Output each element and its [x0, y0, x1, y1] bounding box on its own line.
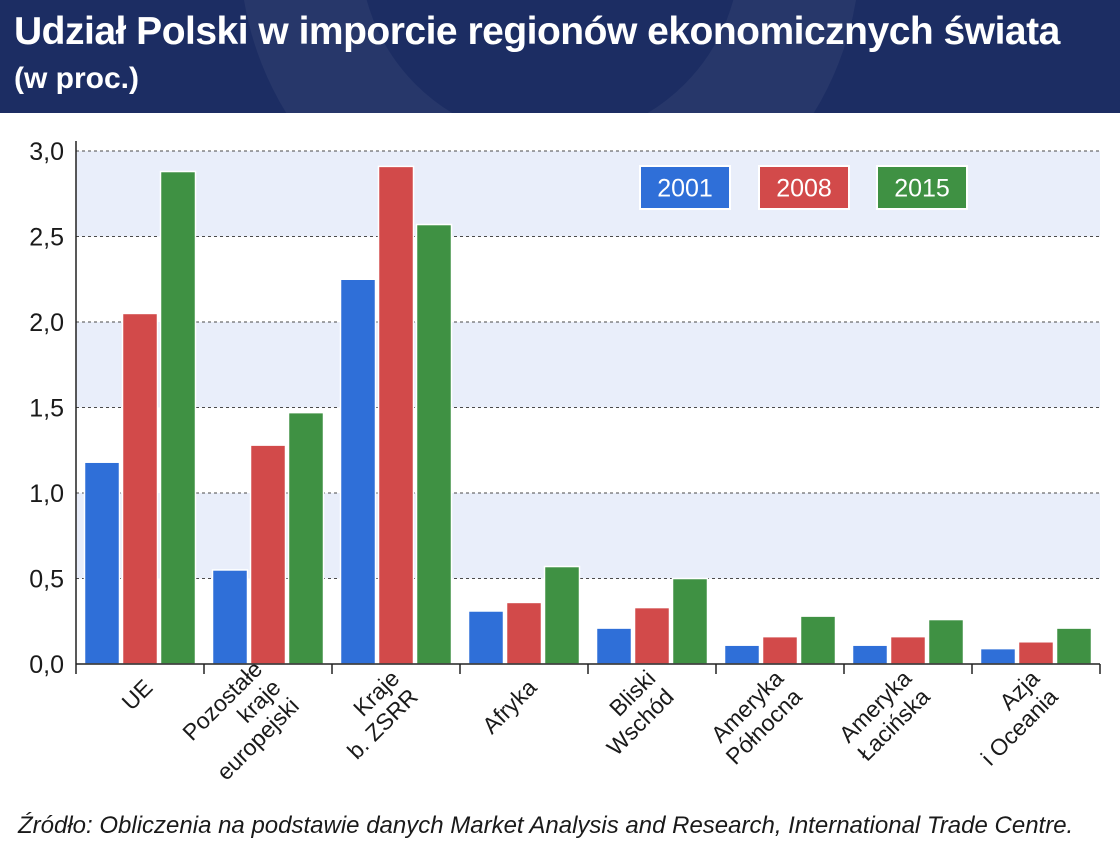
- x-category-label: AmerykaŁacińska: [834, 665, 935, 766]
- grid-band: [76, 493, 1100, 579]
- decorative-ring: [240, 0, 860, 113]
- legend-label-2015: 2015: [894, 175, 950, 203]
- x-category-label: AmerykaPółnocna: [702, 665, 807, 770]
- chart-title: Udział Polski w imporcie regionów ekonom…: [14, 10, 1060, 53]
- bar-2001: [595, 627, 633, 665]
- bar-2015: [927, 618, 965, 665]
- x-category-label: Azjai Oceania: [957, 665, 1063, 771]
- bar-2015: [287, 411, 325, 665]
- bar-2008: [249, 444, 287, 665]
- bar-chart: 0,0 0,5 1,0 1,5 2,0 2,5 3,0 UE Pozostałekrajeeur…: [29, 138, 1101, 785]
- legend-label-2008: 2008: [776, 175, 832, 203]
- y-tick-label: 2,5: [29, 224, 64, 252]
- bar-2001: [467, 610, 505, 665]
- y-tick-label: 1,0: [29, 480, 64, 508]
- bar-2001: [723, 644, 761, 665]
- bar-2015: [671, 577, 709, 665]
- x-category-line: UE: [117, 674, 158, 715]
- legend-swatch-2008: [758, 165, 850, 210]
- bar-2008: [633, 606, 671, 665]
- x-category-label: BliskiWschód: [583, 665, 679, 761]
- bar-2001: [979, 647, 1017, 665]
- bar-2008: [121, 312, 159, 665]
- bar-2008: [505, 601, 543, 665]
- bar-2015: [799, 615, 837, 665]
- grid-band: [76, 322, 1100, 408]
- bar-2015: [415, 223, 453, 665]
- y-tick-label: 2,0: [29, 309, 64, 337]
- bar-2008: [377, 165, 415, 665]
- x-category-line: Afryka: [477, 674, 542, 739]
- bar-2008: [889, 635, 927, 665]
- y-tick-label: 3,0: [29, 138, 64, 166]
- bar-2008: [761, 635, 799, 665]
- bar-2001: [851, 644, 889, 665]
- y-tick-label: 0,0: [29, 651, 64, 679]
- chart-subtitle: (w proc.): [14, 62, 139, 95]
- bar-2008: [1017, 641, 1055, 665]
- x-category-label: Pozostałekrajeeuropejski: [175, 656, 304, 785]
- bar-2015: [159, 170, 197, 665]
- legend-label-2001: 2001: [657, 175, 713, 203]
- bar-2001: [83, 461, 121, 665]
- legend-swatch-2015: [876, 165, 968, 210]
- x-category-label: UE: [117, 674, 158, 715]
- bar-2001: [339, 278, 377, 665]
- x-category-label: Afryka: [477, 674, 542, 739]
- y-tick-label: 1,5: [29, 395, 64, 423]
- y-tick-label: 0,5: [29, 566, 64, 594]
- legend-swatch-2001: [639, 165, 731, 210]
- bar-2001: [211, 569, 249, 665]
- source-note: Źródło: Obliczenia na podstawie danych M…: [18, 812, 1074, 839]
- bar-2015: [1055, 627, 1093, 665]
- x-category-label: Krajeb. ZSRR: [324, 665, 423, 764]
- title-banner: Udział Polski w imporcie regionów ekonom…: [0, 0, 1120, 113]
- bar-2015: [543, 565, 581, 665]
